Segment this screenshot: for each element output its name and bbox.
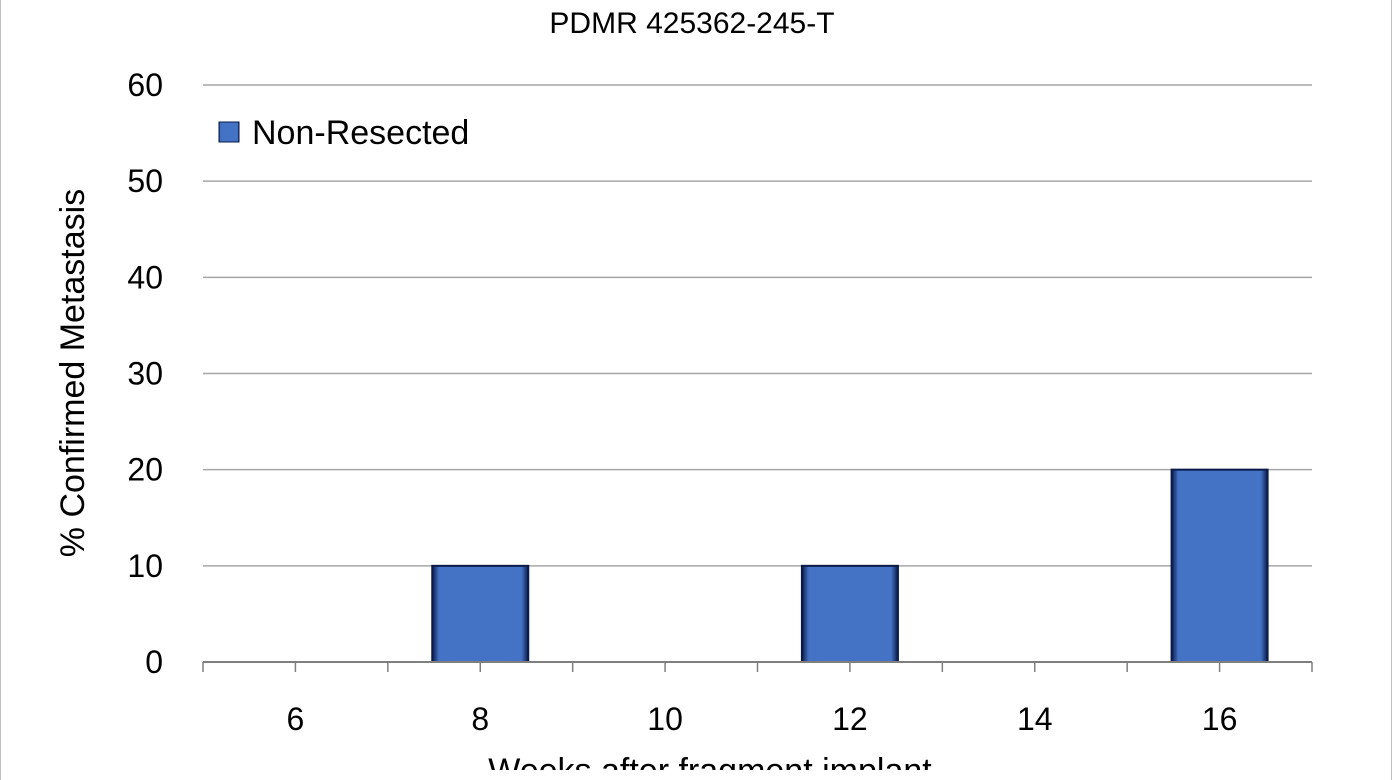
x-tick-label: 12: [832, 701, 868, 737]
y-axis-ticks: 0 10 20 30 40 50 60: [127, 67, 163, 680]
legend-label: Non-Resected: [252, 114, 469, 152]
x-axis-title: Weeks after fragment implant: [488, 752, 932, 770]
bar-12: [800, 564, 899, 663]
bar-8: [431, 564, 530, 663]
y-tick-label: 60: [127, 67, 163, 103]
x-tick-label: 10: [647, 701, 683, 737]
x-tick-label: 8: [471, 701, 489, 737]
legend-swatch: [218, 121, 240, 143]
y-tick-label: 30: [127, 356, 163, 392]
x-tick-label: 14: [1017, 701, 1053, 737]
y-tick-label: 50: [127, 163, 163, 199]
x-axis: 6 8 10 12 14 16: [202, 661, 1313, 737]
y-tick-label: 40: [127, 259, 163, 295]
legend: Non-Resected: [218, 114, 469, 152]
gridlines: [203, 84, 1312, 567]
y-axis-title: % Confirmed Metastasis: [54, 189, 92, 557]
y-tick-label: 0: [145, 644, 163, 680]
y-tick-label: 10: [127, 548, 163, 584]
chart-title: PDMR 425362-245-T: [549, 7, 834, 40]
y-tick-label: 20: [127, 452, 163, 488]
bars: [431, 468, 1269, 663]
x-tick-label: 6: [287, 701, 305, 737]
bar-16: [1170, 468, 1269, 663]
x-tick-label: 16: [1202, 701, 1238, 737]
